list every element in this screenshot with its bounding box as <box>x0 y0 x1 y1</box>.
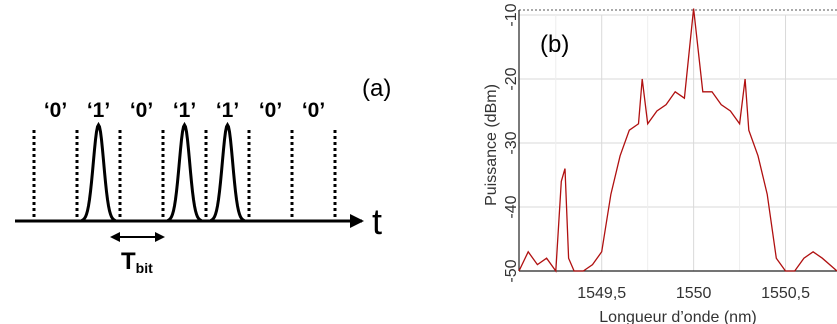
time-axis-arrowhead <box>350 214 364 228</box>
gaussian-pulses <box>81 121 245 222</box>
bit-label: ‘0’ <box>130 99 153 122</box>
y-tick-label: -30 <box>503 131 520 154</box>
bit-label: ‘1’ <box>87 99 110 122</box>
y-tick-label: -20 <box>503 67 520 90</box>
period-arrow-left <box>110 232 120 242</box>
panel-b-chart: -10 -20 -30 -40 -50 1549,5 1550 1550,5 (b) Pui… <box>483 3 837 324</box>
bit-label: ‘0’ <box>44 99 67 122</box>
pulse-1 <box>81 121 116 222</box>
chart-plot-area <box>519 12 837 270</box>
bit-label: ‘0’ <box>302 99 325 122</box>
panel-a-label: (a) <box>362 75 391 102</box>
bit-label: ‘1’ <box>216 99 239 122</box>
period-label: Tbit <box>121 248 153 276</box>
x-tick-label: 1550,5 <box>761 285 810 302</box>
panel-b-label: (b) <box>540 31 569 58</box>
x-tick-label: 1549,5 <box>577 285 626 302</box>
y-tick-label: -50 <box>503 259 520 282</box>
period-arrow-right <box>155 232 165 242</box>
y-tick-label: -40 <box>503 195 520 218</box>
bit-label: ‘1’ <box>173 99 196 122</box>
x-tick-label: 1550 <box>676 285 712 302</box>
x-tick-labels: 1549,5 1550 1550,5 <box>577 285 810 302</box>
bit-labels-row: ‘0’ ‘1’ ‘0’ ‘1’ ‘1’ ‘0’ ‘0’ <box>44 99 325 122</box>
y-tick-labels: -10 -20 -30 -40 -50 <box>503 3 520 282</box>
bit-slot-dividers <box>32 130 337 221</box>
spectrum-trace <box>518 8 837 273</box>
panel-a-diagram: (a) ‘0’ ‘1’ ‘0’ ‘1’ ‘1’ ‘0’ ‘0’ t Tbit <box>15 75 391 276</box>
y-axis-label: Puissance (dBm) <box>483 84 500 206</box>
pulse-3 <box>167 121 202 222</box>
time-axis-label: t <box>372 201 382 242</box>
y-tick-label: -10 <box>503 3 520 26</box>
x-axis-label: Longueur d’onde (nm) <box>599 309 756 324</box>
pulse-4 <box>210 121 245 222</box>
bit-label: ‘0’ <box>259 99 282 122</box>
